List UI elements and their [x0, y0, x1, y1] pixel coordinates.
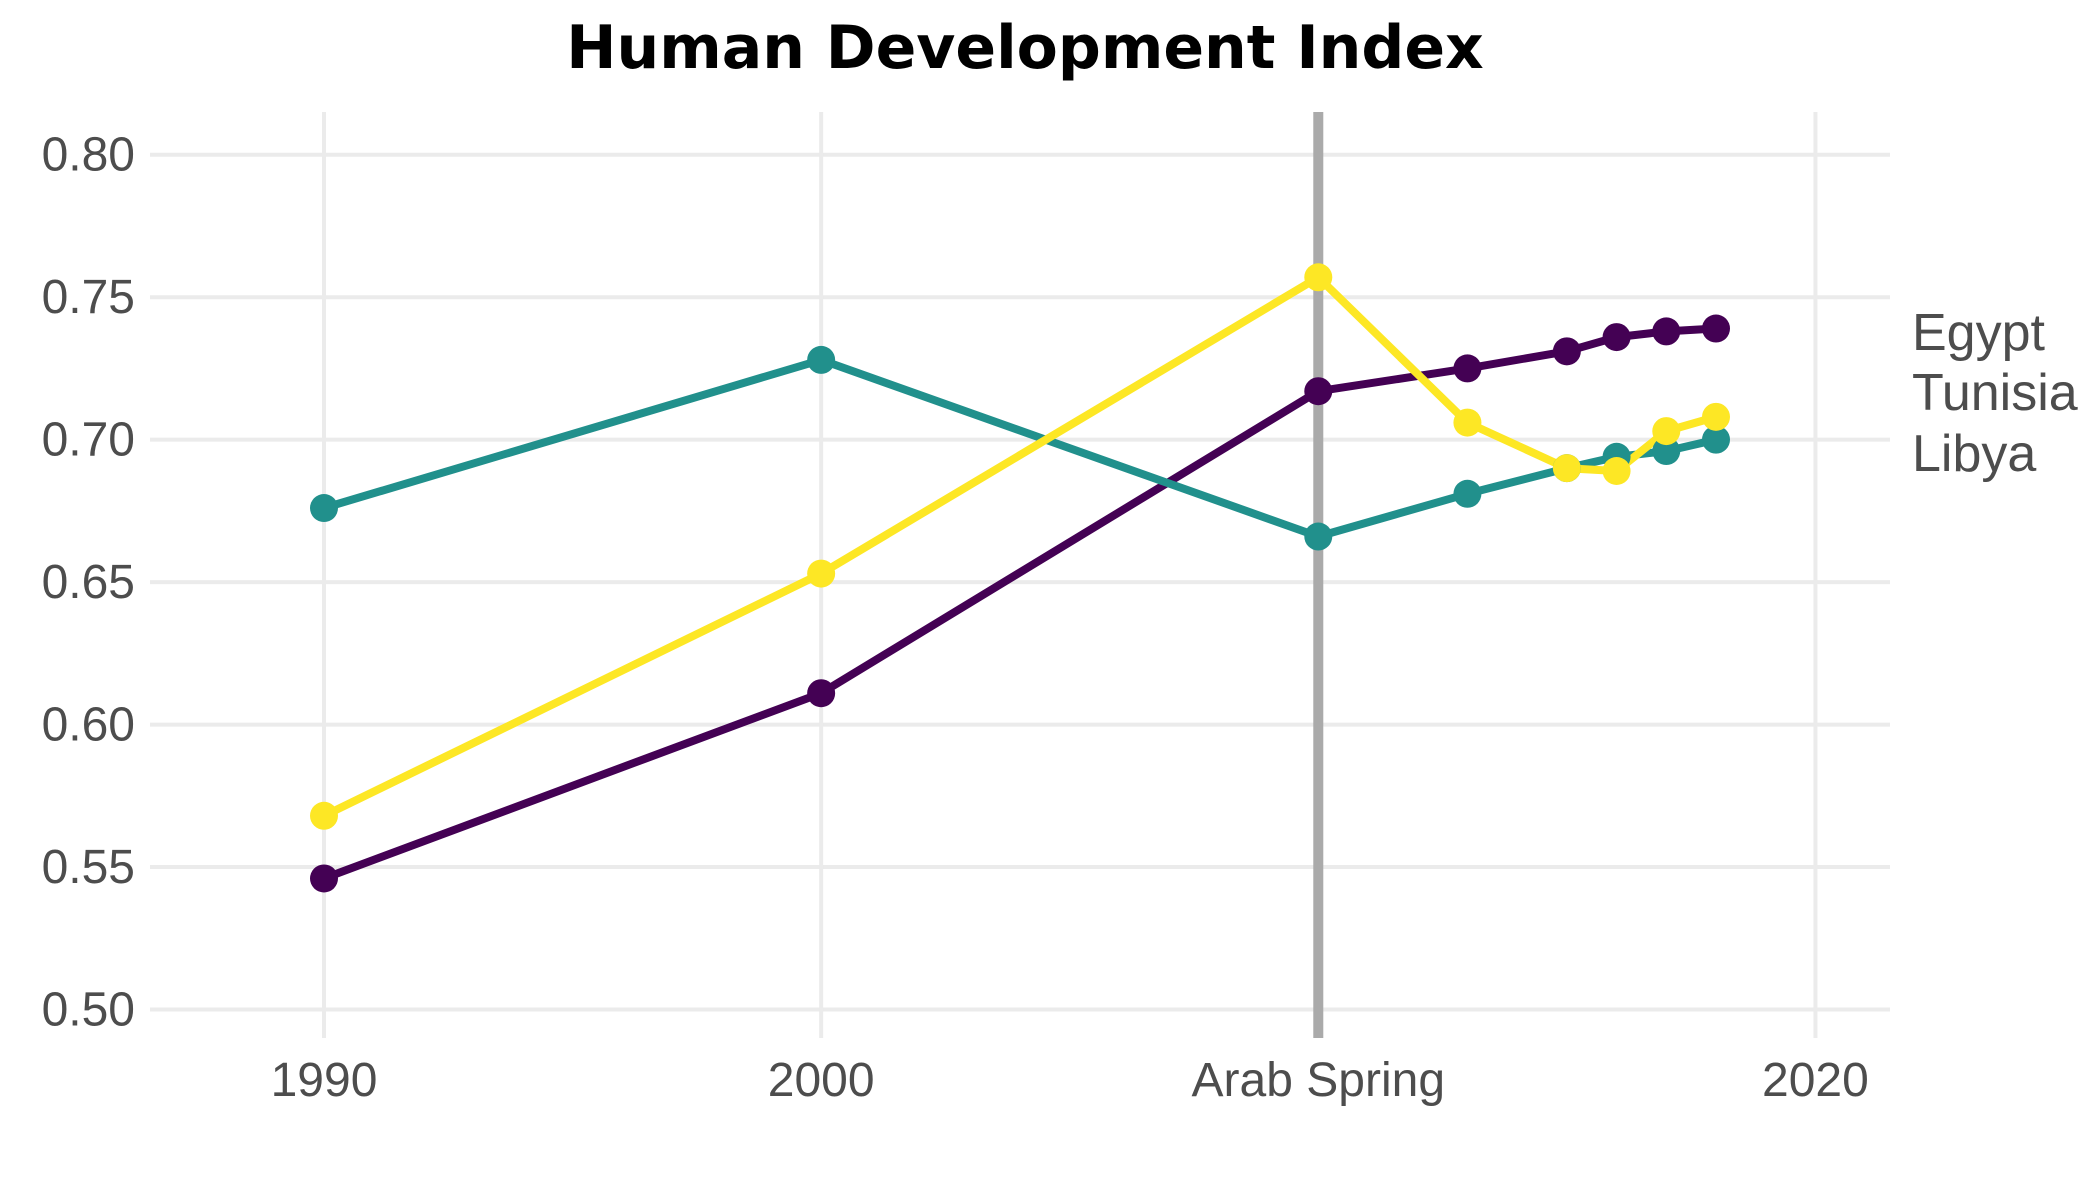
data-point-egypt: [1603, 323, 1631, 351]
y-tick-label: 0.60: [42, 699, 135, 752]
data-point-libya: [1304, 263, 1332, 291]
series-lines: [324, 277, 1716, 878]
y-tick-label: 0.50: [42, 984, 135, 1037]
data-point-egypt: [1553, 337, 1581, 365]
chart-title: Human Development Index: [566, 13, 1483, 83]
data-point-egypt: [1304, 377, 1332, 405]
y-tick-label: 0.65: [42, 556, 135, 609]
series-line-egypt: [324, 329, 1716, 879]
data-point-libya: [1553, 454, 1581, 482]
series-label-libya: Libya: [1912, 425, 2036, 483]
series-label-egypt: Egypt: [1912, 304, 2046, 362]
data-point-egypt: [807, 679, 835, 707]
data-point-libya: [1702, 403, 1730, 431]
data-point-egypt: [1453, 354, 1481, 382]
data-point-egypt: [1652, 317, 1680, 345]
x-tick-label: 1990: [271, 1054, 378, 1107]
series-line-tunisia: [324, 360, 1716, 537]
data-point-tunisia: [1453, 480, 1481, 508]
data-point-tunisia: [1304, 523, 1332, 551]
series-label-tunisia: Tunisia: [1912, 364, 2078, 422]
data-point-egypt: [1702, 315, 1730, 343]
x-axis-tick-labels: 1990 2000 Arab Spring 2020: [271, 1054, 1869, 1107]
data-point-libya: [1652, 417, 1680, 445]
y-tick-label: 0.70: [42, 414, 135, 467]
x-tick-label: 2000: [768, 1054, 875, 1107]
y-tick-label: 0.55: [42, 841, 135, 894]
y-gridlines: [150, 155, 1890, 1010]
x-tick-label: Arab Spring: [1192, 1054, 1445, 1107]
data-point-egypt: [310, 864, 338, 892]
data-point-libya: [807, 560, 835, 588]
data-point-tunisia: [310, 494, 338, 522]
y-axis-tick-labels: 0.50 0.55 0.60 0.65 0.70 0.75 0.80: [42, 129, 135, 1037]
data-point-libya: [1453, 409, 1481, 437]
data-point-tunisia: [807, 346, 835, 374]
y-tick-label: 0.75: [42, 271, 135, 324]
data-point-libya: [310, 802, 338, 830]
x-tick-label: 2020: [1762, 1054, 1869, 1107]
x-gridlines: [324, 112, 1815, 1038]
data-point-libya: [1603, 457, 1631, 485]
y-tick-label: 0.80: [42, 129, 135, 182]
